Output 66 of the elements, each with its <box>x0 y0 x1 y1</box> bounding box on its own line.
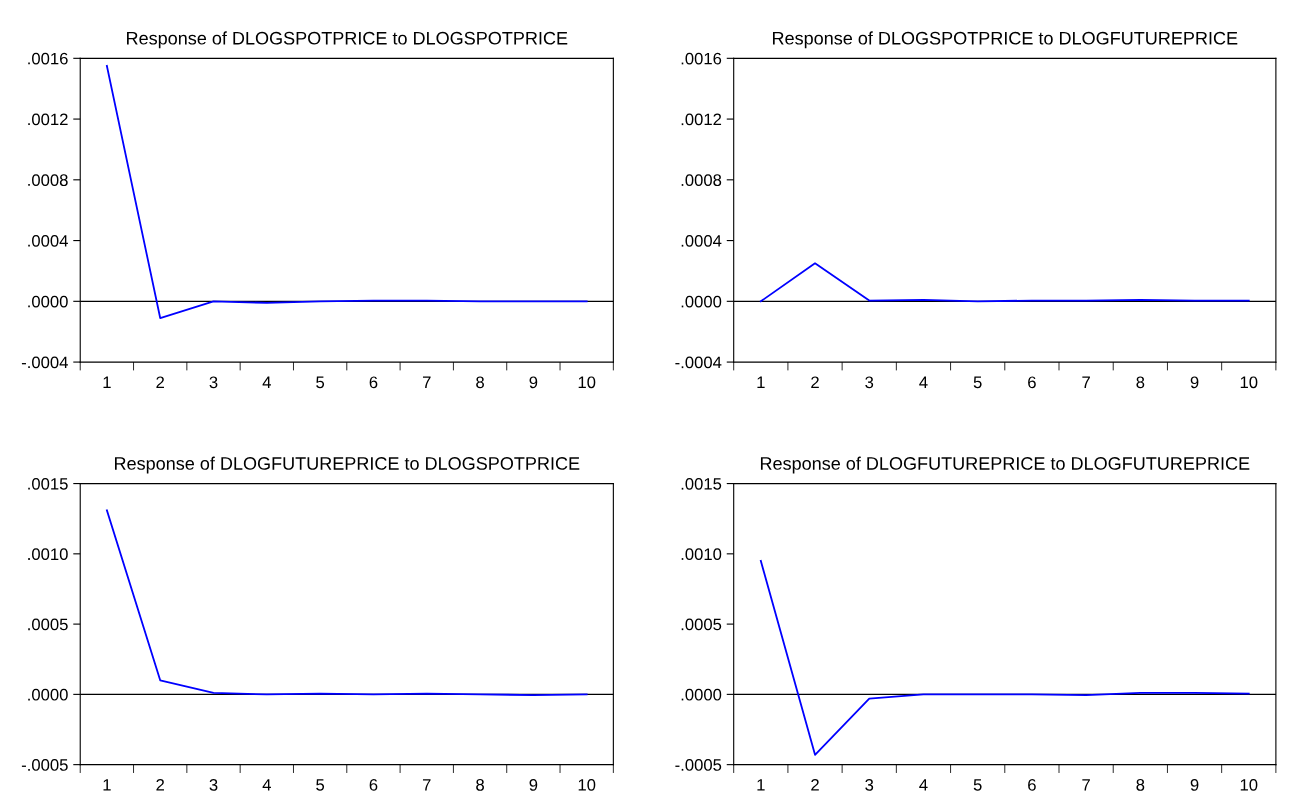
chart-title: Response of DLOGSPOTPRICE to DLOGSPOTPRICE <box>127 31 568 49</box>
x-tick-label: 8 <box>1136 778 1145 791</box>
x-tick-label: 10 <box>1240 376 1258 389</box>
y-tick-label: .0000 <box>28 295 68 308</box>
x-tick-label: 7 <box>1082 779 1090 791</box>
x-tick-label: 1 <box>757 376 765 389</box>
x-tick-label: 9 <box>1190 778 1199 791</box>
y-tick-label: .0016 <box>28 52 68 65</box>
x-tick-label: 6 <box>1028 376 1036 389</box>
y-tick-label: .0012 <box>681 113 722 126</box>
y-tick-label: .0008 <box>681 174 722 187</box>
y-tick-label: .0015 <box>681 477 722 490</box>
y-tick-label: .0004 <box>28 234 68 247</box>
x-tick-label: 3 <box>209 376 218 389</box>
x-tick-label: 6 <box>369 376 378 389</box>
y-tick-label: .0000 <box>28 688 68 701</box>
x-tick-label: 5 <box>973 779 982 791</box>
y-tick-label: .0012 <box>28 113 68 126</box>
y-tick-label: .0005 <box>681 618 722 631</box>
x-tick-label: 9 <box>529 778 538 791</box>
x-tick-label: 5 <box>973 376 982 389</box>
x-tick-label: 3 <box>865 376 874 389</box>
y-tick-label: .0004 <box>681 234 722 247</box>
x-tick-label: 10 <box>1240 778 1258 791</box>
y-tick-label: .0000 <box>681 688 722 701</box>
x-tick-label: 1 <box>757 779 765 791</box>
x-tick-label: 2 <box>811 376 819 389</box>
x-tick-label: 8 <box>1136 376 1145 389</box>
x-tick-label: 8 <box>476 778 484 791</box>
x-tick-label: 1 <box>103 779 111 791</box>
x-tick-label: 9 <box>1190 376 1199 389</box>
y-tick-label: .0008 <box>28 174 68 187</box>
x-tick-label: 6 <box>369 778 378 791</box>
chart-title: Response of DLOGFUTUREPRICE to DLOGSPOTPRICE <box>115 456 580 474</box>
x-tick-label: 5 <box>316 376 325 389</box>
x-tick-label: 7 <box>1082 376 1090 389</box>
x-tick-label: 4 <box>262 376 271 389</box>
x-tick-label: 3 <box>865 778 874 791</box>
x-tick-label: 10 <box>578 778 596 791</box>
x-tick-label: 10 <box>578 376 596 389</box>
x-tick-label: 6 <box>1028 778 1036 791</box>
y-tick-label: -.0004 <box>675 356 722 369</box>
chart-title: Response of DLOGSPOTPRICE to DLOGFUTUREPRICE <box>773 31 1238 49</box>
x-tick-label: 4 <box>262 779 271 791</box>
y-tick-label: .0016 <box>681 52 722 65</box>
x-tick-label: 4 <box>919 376 928 389</box>
x-tick-label: 4 <box>919 779 928 791</box>
x-tick-label: 7 <box>422 779 431 791</box>
x-tick-label: 2 <box>156 778 164 791</box>
x-tick-label: 3 <box>209 778 218 791</box>
x-tick-label: 1 <box>103 376 111 389</box>
y-tick-label: .0010 <box>28 548 68 561</box>
y-tick-label: -.0005 <box>21 759 68 771</box>
x-tick-label: 2 <box>156 376 164 389</box>
y-tick-label: .0010 <box>681 548 722 561</box>
x-tick-label: 8 <box>476 376 484 389</box>
y-tick-label: .0005 <box>28 618 68 631</box>
y-tick-label: .0015 <box>28 477 68 490</box>
chart-title: Response of DLOGFUTUREPRICE to DLOGFUTUREPRICE <box>760 456 1250 474</box>
y-tick-label: -.0004 <box>21 356 68 369</box>
x-tick-label: 5 <box>316 779 325 791</box>
x-tick-label: 2 <box>811 778 819 791</box>
y-tick-label: .0000 <box>681 295 722 308</box>
x-tick-label: 7 <box>422 376 431 389</box>
x-tick-label: 9 <box>529 376 538 389</box>
y-tick-label: -.0005 <box>675 759 722 771</box>
